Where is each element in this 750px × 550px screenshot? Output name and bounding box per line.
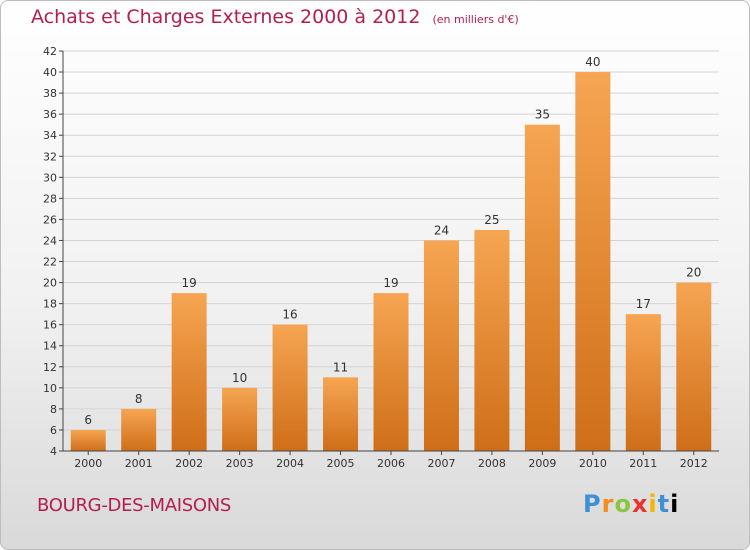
bar-value-label: 40 <box>585 55 600 69</box>
y-tick-label: 32 <box>43 150 57 163</box>
y-tick-label: 26 <box>43 213 57 226</box>
bar-value-label: 11 <box>333 360 348 374</box>
chart-unit: (en milliers d'€) <box>432 13 519 26</box>
y-tick-label: 30 <box>43 171 57 184</box>
y-tick-label: 38 <box>43 87 57 100</box>
y-tick-label: 16 <box>43 319 57 332</box>
y-tick-label: 42 <box>43 45 57 58</box>
bar <box>272 324 308 451</box>
x-tick-label: 2005 <box>327 457 355 470</box>
x-tick-label: 2006 <box>377 457 405 470</box>
x-tick-label: 2002 <box>175 457 203 470</box>
commune-name: BOURG-DES-MAISONS <box>37 495 232 516</box>
y-tick-label: 36 <box>43 108 57 121</box>
proxiti-logo: Proxiti <box>583 490 679 518</box>
bar-value-label: 19 <box>383 276 398 290</box>
bar-value-label: 16 <box>282 308 297 322</box>
bar <box>474 229 510 451</box>
logo-letter: i <box>670 490 680 518</box>
bar <box>222 387 258 451</box>
y-tick-label: 4 <box>50 445 57 458</box>
bar <box>171 293 207 451</box>
y-tick-label: 6 <box>50 424 57 437</box>
bar-value-label: 6 <box>84 413 92 427</box>
x-tick-label: 2001 <box>125 457 153 470</box>
y-tick-label: 40 <box>43 66 57 79</box>
bar <box>121 408 157 451</box>
bar-value-label: 20 <box>686 266 701 280</box>
y-tick-label: 18 <box>43 298 57 311</box>
bar-value-label: 24 <box>434 223 449 237</box>
logo-letter: x <box>631 490 649 518</box>
y-tick-label: 12 <box>43 361 57 374</box>
logo-letter: t <box>657 490 671 518</box>
x-tick-label: 2003 <box>226 457 254 470</box>
bars: 6 8 19 10 16 11 19 24 25 35 40 17 20 <box>70 55 712 452</box>
bar <box>373 293 409 451</box>
x-tick-label: 2000 <box>74 457 102 470</box>
logo-letter: i <box>648 490 658 518</box>
bar <box>423 240 459 451</box>
bar-value-label: 19 <box>182 276 197 290</box>
y-tick-label: 22 <box>43 256 57 269</box>
chart-title-text: Achats et Charges Externes 2000 à 2012 <box>31 6 421 28</box>
bar-value-label: 8 <box>135 392 143 406</box>
bar <box>676 282 712 451</box>
y-tick-label: 24 <box>43 234 57 247</box>
bar <box>323 377 359 451</box>
bar-value-label: 35 <box>535 108 550 122</box>
x-tick-label: 2010 <box>579 457 607 470</box>
y-tick-label: 8 <box>50 403 57 416</box>
bar-value-label: 10 <box>232 371 247 385</box>
x-tick-label: 2007 <box>427 457 455 470</box>
x-tick-label: 2012 <box>680 457 708 470</box>
y-tick-label: 10 <box>43 382 57 395</box>
bar-value-label: 17 <box>636 297 651 311</box>
y-tick-label: 20 <box>43 277 57 290</box>
y-axis: 4 6 8 10 12 14 16 18 20 22 24 26 28 30 32 34 36 38 40 42 <box>43 45 64 458</box>
x-tick-label: 2009 <box>528 457 556 470</box>
y-tick-label: 34 <box>43 129 57 142</box>
bar-value-label: 25 <box>484 213 499 227</box>
x-tick-label: 2004 <box>276 457 304 470</box>
bar <box>575 72 611 451</box>
logo-letter: r <box>601 490 615 518</box>
x-tick-label: 2008 <box>478 457 506 470</box>
x-tick-label: 2011 <box>629 457 657 470</box>
y-tick-label: 28 <box>43 192 57 205</box>
bar <box>524 124 560 452</box>
y-tick-label: 14 <box>43 340 57 353</box>
bar <box>70 429 106 451</box>
x-axis: 2000 2001 2002 2003 2004 2005 2006 2007 2008 2009… <box>63 450 719 470</box>
logo-letter: P <box>583 490 602 518</box>
chart-title: Achats et Charges Externes 2000 à 2012 (e… <box>31 6 519 28</box>
logo-letter: o <box>614 490 632 518</box>
bar <box>625 314 661 451</box>
